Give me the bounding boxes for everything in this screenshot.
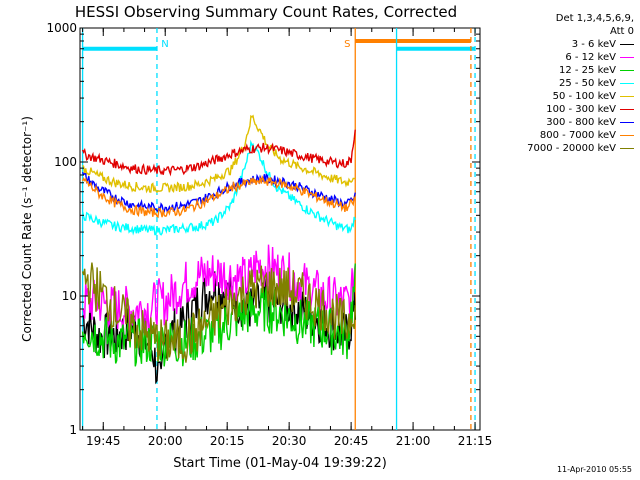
legend-label: 50 - 100 keV (552, 91, 616, 102)
series-group (81, 114, 356, 385)
legend-entry: 800 - 7000 keV (484, 129, 634, 142)
x-tick-label: 21:15 (458, 434, 493, 448)
series-line (81, 139, 356, 236)
legend-label: 7000 - 20000 keV (527, 143, 616, 154)
chart-title: HESSI Observing Summary Count Rates, Cor… (75, 3, 457, 21)
series-line (82, 114, 356, 194)
legend-swatch (620, 109, 634, 110)
legend-label: 3 - 6 keV (571, 39, 616, 50)
y-tick-label: 100 (54, 155, 77, 169)
legend-entry: 7000 - 20000 keV (484, 142, 634, 155)
y-tick-label: 1 (69, 423, 77, 437)
legend-label: 12 - 25 keV (558, 65, 616, 76)
y-tick-label: 10 (62, 289, 77, 303)
legend-label: 300 - 800 keV (546, 117, 616, 128)
legend-swatch (620, 135, 634, 136)
legend-swatch (620, 57, 634, 58)
y-axis: 1 10 100 1000 (46, 21, 480, 437)
series-line (81, 129, 356, 177)
state-bars (82, 38, 476, 51)
legend-header-line: Att 0 (609, 26, 634, 37)
legend-swatch (620, 122, 634, 123)
x-tick-label: 19:45 (86, 434, 121, 448)
legend-entry: 12 - 25 keV (484, 64, 634, 77)
legend-label: 25 - 50 keV (558, 78, 616, 89)
y-axis-label: Corrected Count Rate (s⁻¹ detector⁻¹) (20, 116, 34, 342)
x-axis-label: Start Time (01-May-04 19:39:22) (173, 456, 387, 471)
footer-timestamp: 11-Apr-2010 05:55 (556, 465, 632, 474)
legend: Det 1,3,4,5,6,9, Att 0 3 - 6 keV 6 - 12 k… (484, 12, 634, 155)
annotation-label: S (344, 39, 350, 50)
legend-entry: 6 - 12 keV (484, 51, 634, 64)
legend-label: 800 - 7000 keV (539, 130, 616, 141)
legend-swatch (620, 70, 634, 71)
legend-entry: 3 - 6 keV (484, 38, 634, 51)
legend-label: 6 - 12 keV (565, 52, 616, 63)
x-tick-label: 20:15 (210, 434, 245, 448)
legend-entry: 300 - 800 keV (484, 116, 634, 129)
x-tick-label: 20:45 (334, 434, 369, 448)
series-line (81, 262, 356, 363)
x-tick-label: 20:00 (148, 434, 183, 448)
legend-header-line: Det 1,3,4,5,6,9, (555, 13, 634, 24)
x-tick-label: 20:30 (272, 434, 307, 448)
y-tick-label: 1000 (46, 21, 77, 35)
legend-label: 100 - 300 keV (546, 104, 616, 115)
plot-frame (79, 27, 481, 431)
legend-swatch (620, 44, 634, 45)
state-lines (81, 28, 476, 430)
legend-entry: 50 - 100 keV (484, 90, 634, 103)
legend-swatch (620, 148, 634, 149)
legend-swatch (620, 96, 634, 97)
legend-entry: 100 - 300 keV (484, 103, 634, 116)
x-axis: 19:45 20:00 20:15 20:30 20:45 21:00 21:15 (82, 28, 493, 448)
x-tick-label: 21:00 (396, 434, 431, 448)
series-line (81, 174, 356, 219)
legend-swatch (620, 83, 634, 84)
annotation-label: N (161, 39, 168, 50)
legend-entries: 3 - 6 keV 6 - 12 keV 12 - 25 keV 25 - 50 ke… (484, 38, 634, 155)
legend-entry: 25 - 50 keV (484, 77, 634, 90)
